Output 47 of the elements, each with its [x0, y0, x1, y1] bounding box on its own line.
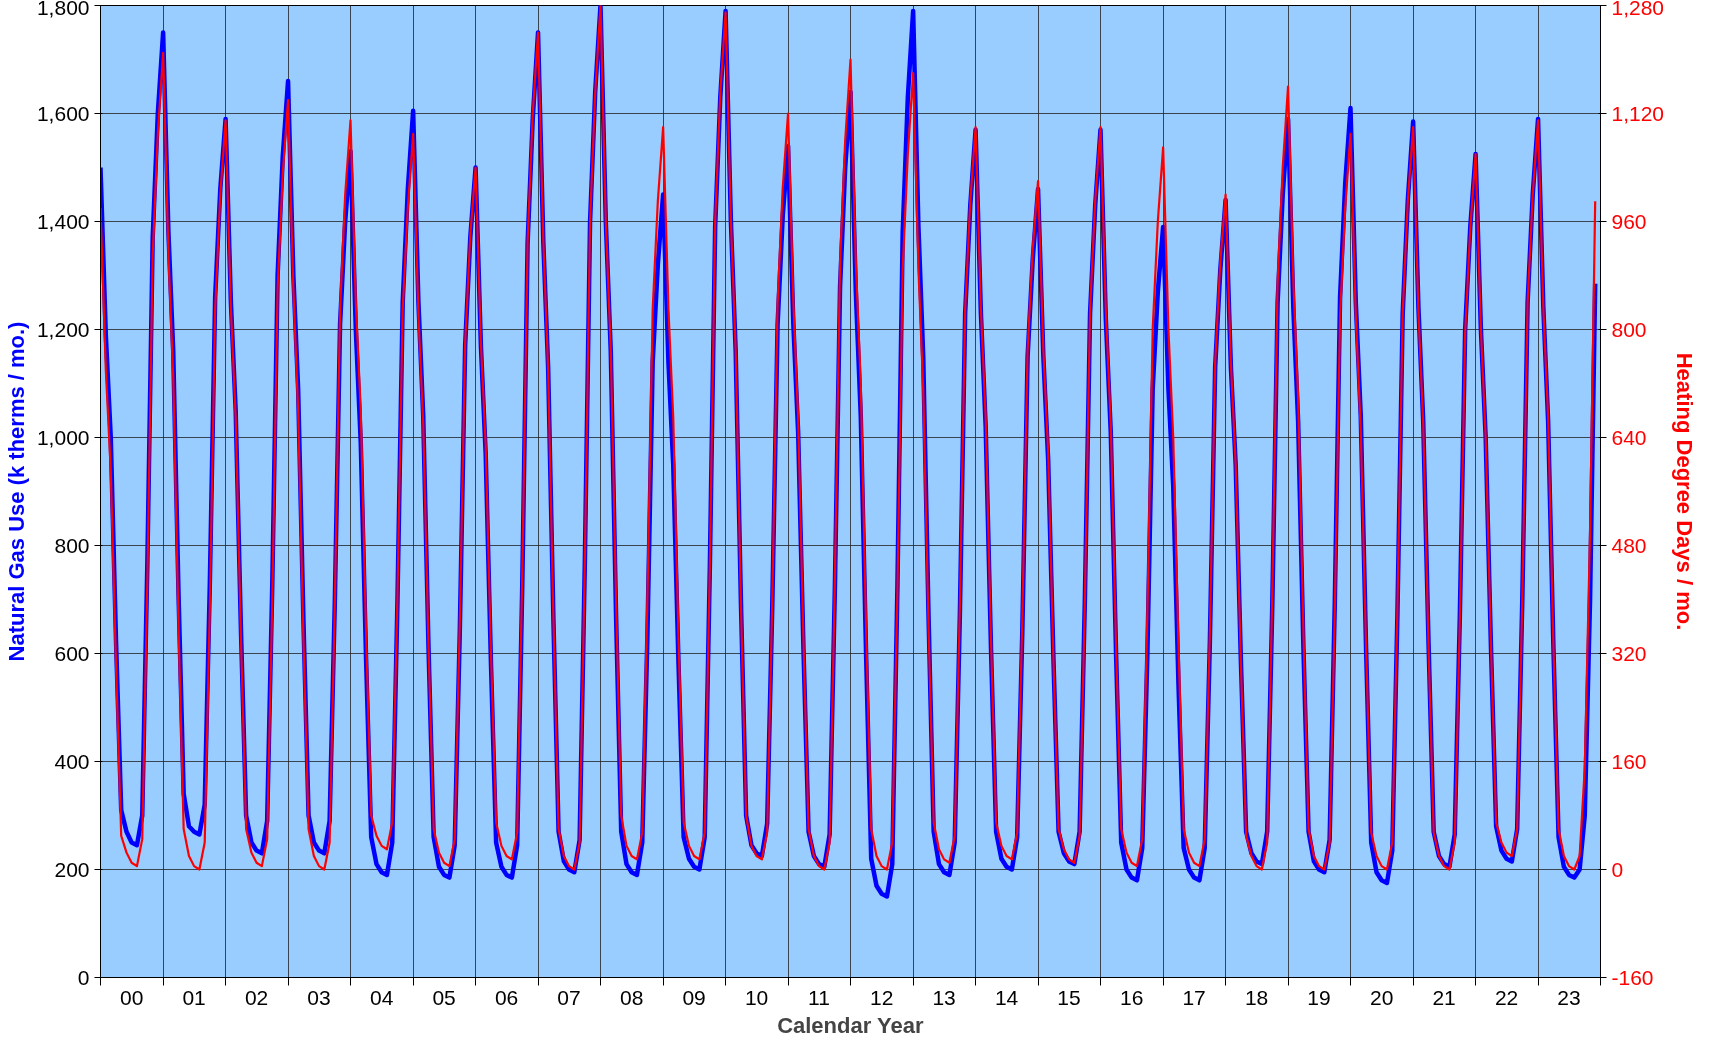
x-tick-label: 22 — [1494, 985, 1519, 1009]
x-tick-label: 18 — [1244, 985, 1269, 1009]
x-tick-label: 20 — [1369, 985, 1394, 1009]
x-tick-label: 04 — [369, 985, 394, 1009]
x-tick-label: 11 — [808, 985, 830, 1009]
y-tick-label: 400 — [54, 749, 90, 773]
x-tick-label: 17 — [1182, 985, 1206, 1009]
x-tick-label: 15 — [1057, 985, 1081, 1009]
y2-tick-label: -160 — [1611, 965, 1654, 989]
x-tick-label: 23 — [1557, 985, 1581, 1009]
y2-tick-label: 1,280 — [1611, 0, 1665, 19]
y-tick-label: 600 — [54, 641, 90, 665]
x-tick-label: 06 — [494, 985, 519, 1009]
y2-tick-label: 640 — [1611, 425, 1647, 449]
y2-tick-label: 480 — [1611, 533, 1647, 557]
y2-tick-label: 1,120 — [1611, 101, 1665, 125]
y2-tick-label: 800 — [1611, 317, 1647, 341]
x-tick-label: 01 — [182, 985, 206, 1009]
y-tick-label: 200 — [54, 857, 90, 881]
y-tick-label: 1,600 — [36, 101, 90, 125]
x-tick-label: 05 — [432, 985, 456, 1009]
x-tick-label: 00 — [119, 985, 144, 1009]
x-tick-label: 07 — [557, 985, 581, 1009]
x-tick-label: 14 — [994, 985, 1019, 1009]
x-tick-label: 09 — [682, 985, 706, 1009]
y2-tick-label: 960 — [1611, 209, 1647, 233]
y-axis-title: Natural Gas Use (k therms / mo.) — [3, 321, 29, 662]
y-tick-label: 1,200 — [36, 317, 90, 341]
y-tick-label: 0 — [77, 965, 90, 989]
y-tick-label: 1,000 — [36, 425, 90, 449]
x-tick-label: 16 — [1119, 985, 1144, 1009]
x-tick-label: 19 — [1307, 985, 1331, 1009]
x-tick-label: 02 — [244, 985, 269, 1009]
x-tick-label: 03 — [307, 985, 331, 1009]
y-tick-label: 800 — [54, 533, 90, 557]
x-tick-label: 12 — [869, 985, 894, 1009]
y-tick-label: 1,400 — [36, 209, 90, 233]
y2-tick-label: 0 — [1611, 857, 1624, 881]
y2-tick-label: 160 — [1611, 749, 1647, 773]
y2-axis-title: Heating Degree Days / mo. — [1672, 352, 1698, 631]
y-tick-label: 1,800 — [36, 0, 90, 19]
x-tick-label: 21 — [1432, 985, 1456, 1009]
x-tick-label: 08 — [619, 985, 644, 1009]
x-axis-title: Calendar Year — [777, 1012, 924, 1038]
x-tick-label: 13 — [932, 985, 956, 1009]
x-tick-label: 10 — [744, 985, 769, 1009]
y2-tick-label: 320 — [1611, 641, 1647, 665]
